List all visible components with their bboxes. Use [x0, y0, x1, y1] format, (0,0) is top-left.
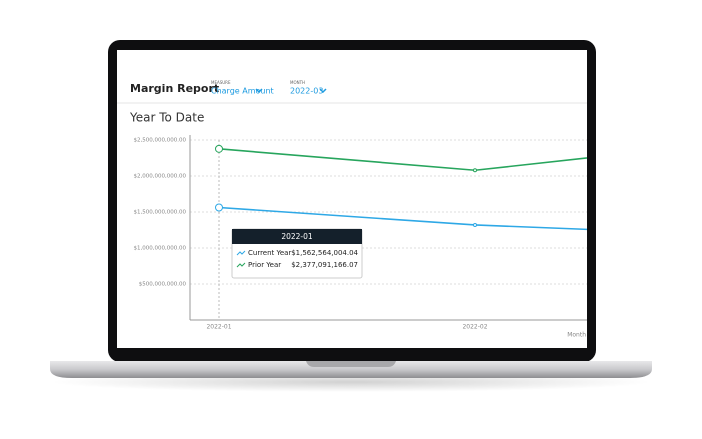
point — [473, 168, 477, 173]
point — [473, 222, 477, 227]
month-label: MONTH — [290, 80, 305, 85]
screen — [117, 50, 587, 348]
y-tick-label: $500,000,000.00 — [139, 282, 187, 288]
x-tick-label: 2022-02 — [462, 324, 487, 331]
point — [215, 144, 223, 153]
app-title: Margin Report — [130, 82, 219, 95]
laptop-base — [50, 361, 652, 378]
x-tick-label: 2022-01 — [206, 324, 231, 331]
app: Margin Report MEASURE Charge Amount MONT… — [117, 80, 587, 339]
y-tick-label: $2,500,000,000.00 — [134, 138, 187, 144]
legend-icon — [236, 262, 246, 268]
legend-label: Current Year — [248, 249, 291, 257]
tooltip-header — [232, 229, 362, 244]
chevron — [319, 88, 327, 94]
plot: $500,000,000.00 $1,000,000,000.00 $1,500,0… — [134, 135, 587, 331]
measure-select[interactable]: Charge Amount — [211, 87, 274, 96]
measure-label: MEASURE — [211, 80, 231, 85]
month-select[interactable]: 2022-03 — [290, 87, 323, 96]
legend-icon — [236, 250, 246, 256]
y-tick-label: $1,000,000,000.00 — [134, 246, 187, 252]
point — [215, 203, 223, 212]
y-tick-label: $2,000,000,000.00 — [134, 174, 187, 180]
y-tick-label: $1,500,000,000.00 — [134, 210, 187, 216]
notch — [306, 361, 396, 367]
chart-title: Year To Date — [129, 111, 204, 125]
tooltip-title: 2022-01 — [281, 232, 313, 241]
chevron — [255, 88, 263, 94]
legend-label: Prior Year — [248, 261, 281, 269]
tooltip-value: $2,377,091,166.07 — [291, 261, 358, 269]
x-axis-title: Month — [567, 332, 586, 339]
tooltip-value: $1,562,564,004.04 — [291, 249, 358, 257]
